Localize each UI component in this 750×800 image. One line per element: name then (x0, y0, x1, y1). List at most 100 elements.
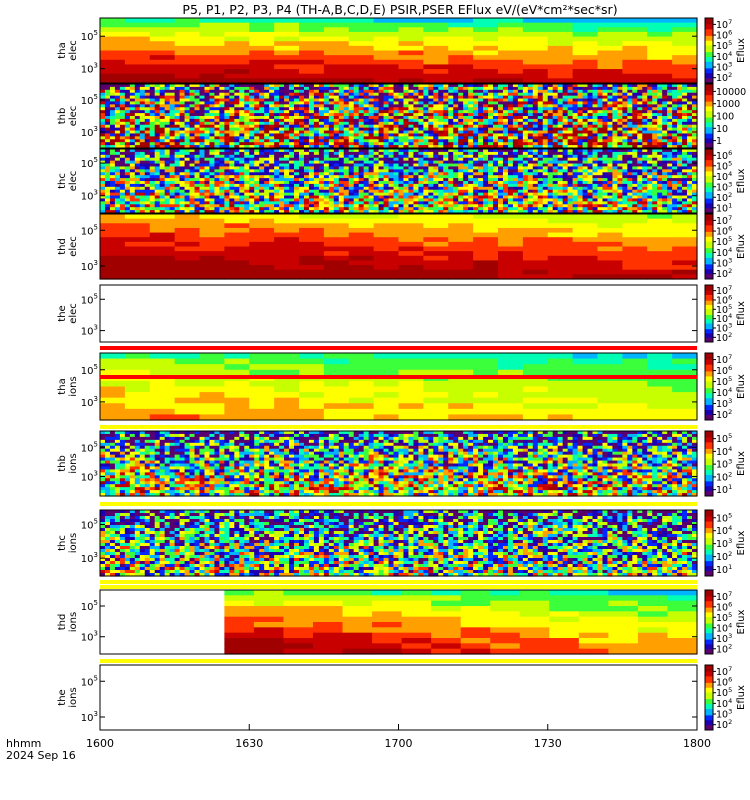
heatmap-cell (303, 136, 310, 140)
heatmap-cell (104, 121, 111, 126)
heatmap-cell (458, 118, 464, 123)
heatmap-cell (493, 192, 499, 197)
heatmap-cell (443, 121, 449, 126)
heatmap-cell (557, 84, 564, 88)
heatmap-cell (219, 195, 225, 200)
heatmap-cell (438, 89, 444, 94)
heatmap-cell (338, 160, 345, 165)
heatmap-cell (358, 172, 365, 176)
heatmap-cell (209, 136, 216, 140)
heatmap-cell (468, 172, 474, 176)
heatmap-cell (164, 107, 171, 111)
heatmap-cell (507, 210, 514, 214)
heatmap-cell (318, 107, 325, 111)
heatmap-cell (214, 104, 220, 108)
heatmap-cell (677, 136, 683, 140)
heatmap-cell (458, 130, 464, 135)
heatmap-cell (209, 107, 216, 111)
heatmap-cell (313, 172, 320, 176)
heatmap-cell (169, 210, 176, 214)
heatmap-cell (338, 154, 345, 159)
heatmap-cell (100, 121, 106, 126)
heatmap-cell (343, 201, 350, 205)
heatmap-cell (333, 118, 340, 123)
heatmap-cell (617, 89, 623, 94)
heatmap-cell (453, 154, 459, 159)
heatmap-cell (488, 118, 494, 123)
heatmap-cell (264, 86, 270, 91)
heatmap-cell (443, 142, 449, 146)
heatmap-cell (358, 189, 365, 194)
heatmap-cell (408, 124, 415, 129)
heatmap-cell (244, 175, 250, 179)
heatmap-cell (537, 84, 544, 88)
heatmap-cell (114, 121, 121, 126)
heatmap-cell (124, 133, 131, 137)
heatmap-cell (284, 166, 290, 170)
heatmap-cell (478, 192, 484, 197)
heatmap-cell (114, 113, 121, 117)
heatmap-cell (512, 151, 519, 156)
heatmap-cell (572, 22, 599, 28)
heatmap-cell (453, 178, 459, 182)
heatmap-cell (458, 149, 464, 153)
heatmap-cell (522, 78, 549, 84)
heatmap-cell (134, 133, 141, 137)
heatmap-cell (179, 172, 186, 176)
heatmap-cell (632, 127, 638, 132)
heatmap-cell (279, 163, 285, 168)
heatmap-cell (254, 189, 260, 194)
heatmap-cell (274, 133, 280, 137)
heatmap-cell (607, 124, 614, 129)
heatmap-cell (373, 195, 380, 200)
heatmap-cell (204, 86, 211, 91)
heatmap-cell (184, 186, 191, 191)
heatmap-cell (199, 189, 206, 194)
heatmap-cell (572, 116, 579, 120)
heatmap-cell (443, 95, 449, 100)
heatmap-cell (134, 195, 141, 200)
heatmap-cell (393, 95, 400, 100)
heatmap-cell (269, 207, 275, 211)
heatmap-cell (542, 104, 549, 108)
heatmap-cell (672, 31, 698, 38)
heatmap-cell (139, 169, 146, 173)
heatmap-cell (612, 84, 618, 88)
heatmap-cells (100, 84, 698, 149)
heatmap-cell (507, 107, 514, 111)
heatmap-cell (368, 110, 375, 114)
heatmap-cell (279, 192, 285, 197)
heatmap-cell (363, 84, 370, 88)
heatmap-cell (567, 139, 574, 143)
heatmap-cell (149, 192, 156, 197)
heatmap-cell (398, 207, 405, 211)
heatmap-cell (627, 84, 633, 88)
heatmap-cell (488, 101, 494, 105)
heatmap-cell (388, 198, 395, 202)
heatmap-cell (294, 186, 300, 191)
heatmap-cell (383, 116, 390, 120)
heatmap-cell (378, 195, 385, 200)
heatmap-cell (597, 104, 604, 108)
heatmap-cell (483, 133, 489, 137)
heatmap-cell (179, 154, 186, 159)
heatmap-cell (303, 204, 310, 208)
heatmap-cell (488, 163, 494, 168)
heatmap-cell (294, 95, 300, 100)
heatmap-cell (522, 95, 529, 100)
heatmap-cell (373, 78, 400, 84)
heatmap-cell (622, 78, 648, 84)
heatmap-cell (229, 98, 235, 103)
heatmap-cell (398, 139, 405, 143)
heatmap-cell (652, 101, 658, 105)
heatmap-cell (448, 157, 454, 162)
heatmap-cell (109, 98, 116, 103)
heatmap-cell (333, 157, 340, 162)
heatmap-cell (672, 41, 698, 47)
heatmap-cell (269, 189, 275, 194)
heatmap-cell (423, 118, 429, 123)
heatmap-cell (348, 207, 355, 211)
heatmap-cell (328, 201, 335, 205)
heatmap-cell (194, 89, 201, 94)
heatmap-cell (194, 163, 201, 168)
